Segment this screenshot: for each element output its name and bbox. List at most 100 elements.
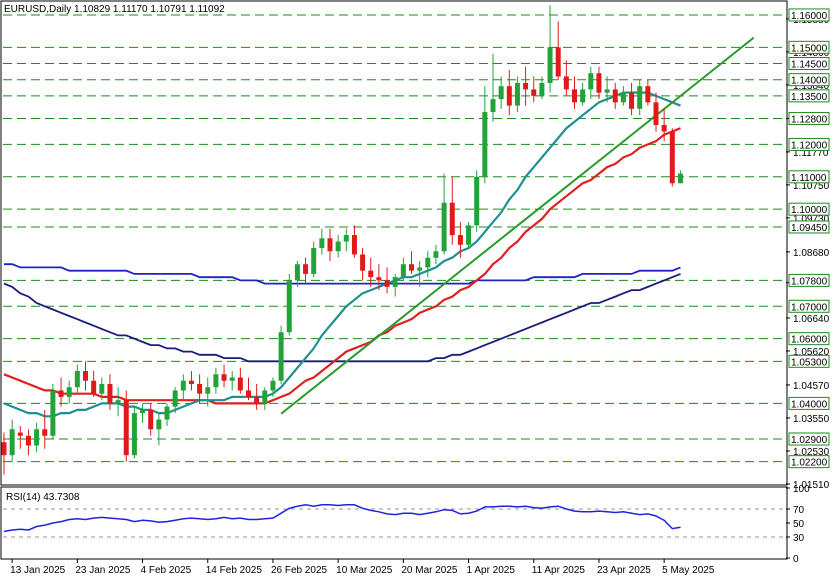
candle-body: [547, 47, 553, 83]
candle-body: [221, 374, 227, 381]
candles: [1, 5, 683, 475]
level-label-box: [788, 137, 830, 151]
price-axis-label: 1.13840: [793, 81, 830, 92]
price-axis-label: 1.10750: [793, 181, 830, 192]
moving-averages: [3, 91, 681, 418]
candle-body: [131, 413, 137, 456]
candle-body: [180, 380, 186, 391]
level-label: 1.13500: [791, 92, 828, 103]
level-label-box: [788, 455, 830, 469]
candle-body: [140, 409, 146, 414]
level-label-box: [788, 332, 830, 346]
level-label: 1.09450: [791, 223, 828, 234]
date-axis-label: 10 Mar 2025: [336, 565, 393, 576]
candle-body: [677, 173, 683, 184]
candle-body: [392, 277, 398, 287]
candle-body: [400, 264, 406, 278]
price-axis-label: 1.06640: [793, 314, 830, 325]
candle-body: [417, 267, 423, 271]
candle-body: [83, 371, 88, 381]
date-axis-label: 11 Apr 2025: [532, 565, 586, 576]
candle-body: [42, 429, 48, 436]
candle-body: [278, 332, 284, 381]
candle-body: [123, 400, 129, 456]
level-label-box: [788, 170, 830, 184]
candle-body: [457, 235, 463, 245]
price-axis-label: 1.09730: [793, 214, 830, 225]
candle-body: [107, 383, 113, 404]
candle-body: [629, 92, 635, 109]
candle-body: [74, 371, 80, 388]
candle-body: [294, 264, 300, 281]
candle-body: [246, 390, 251, 397]
level-label: 1.07000: [791, 302, 828, 313]
candle-body: [9, 429, 15, 456]
rsi-axis-label: 70: [793, 505, 805, 516]
candle-body: [474, 176, 480, 226]
candle-body: [213, 374, 219, 388]
candle-body: [514, 82, 520, 106]
candle-body: [58, 390, 64, 397]
ma-slow-line: [3, 273, 681, 363]
candle-body: [409, 264, 414, 271]
date-axis-label: 4 Feb 2025: [141, 565, 192, 576]
candle-body: [25, 435, 31, 446]
candle-body: [645, 86, 651, 103]
level-label-box: [788, 112, 830, 126]
ma-long-line: [4, 263, 681, 285]
level-label: 1.15000: [791, 43, 828, 54]
price-axis-label: 1.02530: [793, 447, 830, 458]
level-label: 1.12800: [791, 115, 828, 126]
candle-body: [531, 89, 537, 96]
candle-body: [237, 377, 243, 391]
rsi-axis-label: 30: [793, 533, 805, 544]
level-label: 1.07800: [791, 276, 828, 287]
candle-body: [197, 383, 203, 394]
candle-body: [555, 47, 561, 77]
trendline-group: [280, 36, 755, 415]
candle-body: [612, 89, 618, 103]
date-axis-label: 23 Apr 2025: [597, 565, 651, 576]
candle-body: [319, 238, 325, 249]
candle-body: [343, 235, 349, 242]
rsi-panel-frame: [0, 486, 788, 560]
level-labels: 1.16000 1.15000 1.14500 1.14000 1.13500 1.128…: [788, 8, 830, 469]
rsi-grid: [3, 508, 786, 538]
price-axis-label: 1.04570: [793, 381, 830, 392]
candle-body: [490, 99, 496, 113]
rsi-line: [3, 504, 681, 533]
candle-body: [262, 390, 268, 404]
candle-body: [148, 409, 154, 430]
candle-body: [539, 82, 545, 96]
rsi-series-line: [3, 504, 681, 533]
candle-body: [433, 251, 439, 258]
level-label-box: [788, 273, 830, 287]
level-label: 1.14500: [791, 60, 828, 71]
candle-body: [669, 131, 675, 184]
candle-body: [368, 270, 374, 278]
price-axis-label: 1.05620: [793, 347, 830, 358]
rsi-axis: 100 70 50 30 0: [786, 484, 810, 565]
level-label: 1.04000: [791, 399, 828, 410]
rsi-axis-label: 0: [793, 554, 799, 565]
ma-mid-line: [3, 127, 681, 405]
candle-body: [270, 380, 276, 391]
candle-body: [99, 383, 105, 394]
price-axis-label: 1.01510: [793, 480, 830, 491]
candle-body: [335, 241, 341, 252]
date-axis-label: 13 Jan 2025: [10, 565, 65, 576]
date-axis: 13 Jan 2025 23 Jan 2025 4 Feb 2025 14 Feb 2…: [10, 559, 715, 576]
level-label-box: [788, 354, 830, 368]
candle-body: [17, 432, 23, 436]
horizontal-levels: [3, 14, 786, 463]
candle-body: [311, 248, 317, 274]
candle-body: [376, 277, 382, 281]
candle-body: [303, 264, 309, 274]
candle-body: [637, 86, 643, 109]
candle-body: [254, 396, 260, 404]
candle-body: [498, 86, 504, 100]
level-label: 1.14000: [791, 76, 828, 87]
level-label-box: [788, 73, 830, 87]
level-label: 1.10000: [791, 205, 828, 216]
candle-body: [91, 380, 97, 394]
